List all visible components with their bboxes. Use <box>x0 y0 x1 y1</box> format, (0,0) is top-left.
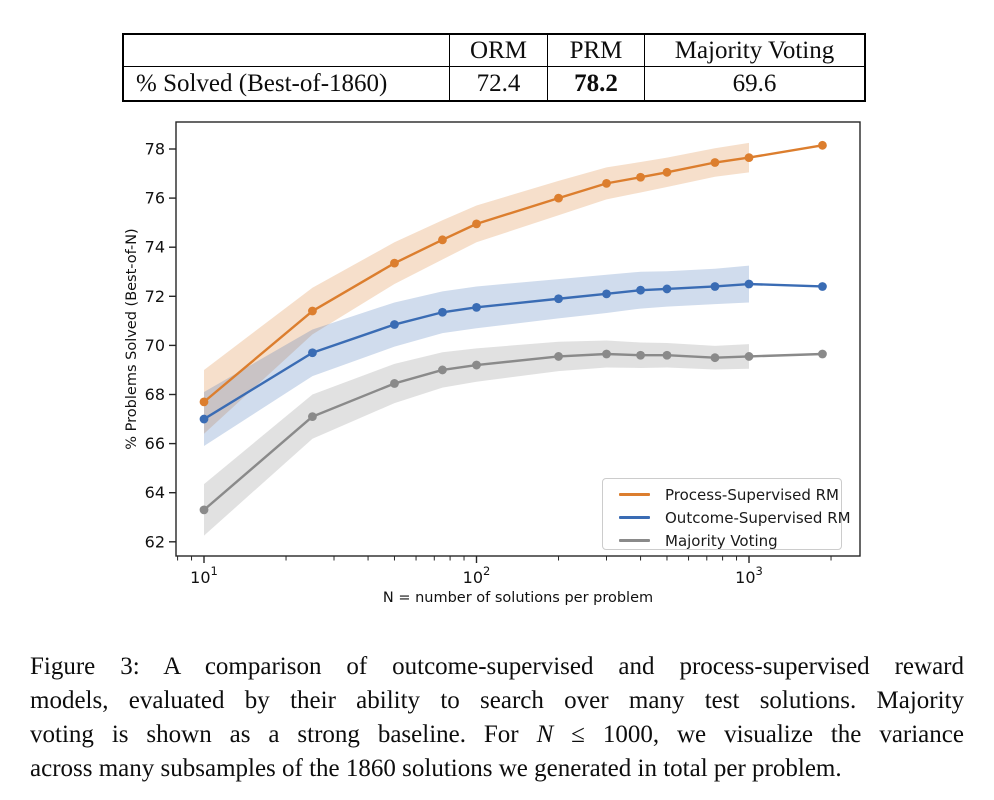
process-supervised-rm-marker <box>472 219 481 229</box>
outcome-supervised-rm-marker <box>818 282 827 291</box>
majority-voting-marker <box>744 352 754 361</box>
majority-voting-marker <box>472 360 481 370</box>
process-supervised-rm-marker <box>308 306 317 316</box>
majority-voting-marker <box>662 350 672 360</box>
outcome-supervised-rm-marker <box>390 320 399 329</box>
legend-swatch-gray <box>619 539 650 542</box>
majority-voting-marker <box>710 353 720 363</box>
caption-line: voting is shown as a strong baseline. Fo… <box>30 718 964 752</box>
x-axis: 101 102 103 <box>177 556 832 587</box>
majority-voting-marker <box>554 352 563 361</box>
process-supervised-rm-marker <box>390 258 399 268</box>
x-tick-label: 103 <box>735 564 763 587</box>
outcome-supervised-rm-marker <box>199 414 209 424</box>
majority-voting-marker <box>308 412 317 421</box>
process-supervised-rm-band <box>204 142 749 434</box>
outcome-supervised-rm-line <box>202 282 824 421</box>
caption-line: across many subsamples of the 1860 solut… <box>30 752 964 786</box>
outcome-supervised-rm-marker <box>308 348 317 358</box>
process-supervised-rm-marker <box>710 158 720 167</box>
outcome-supervised-rm-band <box>204 265 749 447</box>
majority-voting-marker <box>636 350 645 360</box>
process-supervised-rm-marker <box>199 397 209 407</box>
caption-text: ≤ 1000, we visualize the variance <box>553 721 964 748</box>
caption-text: models, evaluated by their ability to se… <box>30 687 964 714</box>
majority-voting-band <box>204 340 749 536</box>
y-tick-label: 64 <box>145 483 165 502</box>
legend-item-majority-voting: Majority Voting <box>619 529 841 552</box>
majority-voting-line <box>202 352 824 512</box>
process-supervised-rm-marker <box>818 140 827 150</box>
legend-swatch-orange <box>619 493 650 496</box>
legend-label: Majority Voting <box>665 531 778 550</box>
legend-label: Outcome-Supervised RM <box>665 508 851 527</box>
majority-voting-marker <box>818 349 827 359</box>
majority-voting-marker <box>602 349 611 359</box>
table-header-majority-voting: Majority Voting <box>644 33 866 67</box>
process-supervised-rm-marker <box>662 167 672 177</box>
legend-swatch-blue <box>619 516 650 519</box>
y-axis: 62 64 66 68 70 72 74 76 78 <box>145 140 176 551</box>
majority-voting-series <box>199 349 827 515</box>
outcome-supervised-rm-series <box>199 279 827 424</box>
table-row: % Solved (Best-of-1860) 72.4 78.2 69.6 <box>122 66 866 102</box>
table-header-row: ORM PRM Majority Voting <box>122 33 866 67</box>
y-axis-label: % Problems Solved (Best-of-N) <box>124 228 140 449</box>
y-tick-label: 78 <box>145 140 165 159</box>
x-axis-label: N = number of solutions per problem <box>383 590 653 606</box>
majority-voting-marker <box>199 505 209 515</box>
figure-caption: Figure 3: A comparison of outcome-superv… <box>30 650 964 786</box>
y-tick-label: 62 <box>145 532 165 551</box>
outcome-supervised-rm-marker <box>554 294 563 304</box>
process-supervised-rm-marker <box>602 178 611 188</box>
outcome-supervised-rm-marker <box>662 284 672 294</box>
table-value-prm: 78.2 <box>547 66 645 102</box>
x-tick-label: 102 <box>463 564 491 587</box>
process-supervised-rm-marker <box>744 153 754 162</box>
process-supervised-rm-marker <box>636 172 645 182</box>
y-tick-label: 76 <box>145 189 165 208</box>
outcome-supervised-rm-marker <box>602 289 611 299</box>
plot-border <box>175 121 861 557</box>
x-tick-label: 101 <box>190 564 218 587</box>
caption-text: voting is shown as a strong baseline. Fo… <box>30 721 537 748</box>
caption-math-var: N <box>536 721 554 748</box>
table-value-orm: 72.4 <box>449 66 548 102</box>
caption-line: models, evaluated by their ability to se… <box>30 684 964 718</box>
legend-item-process-supervised-rm: Process-Supervised RM <box>619 483 841 506</box>
y-tick-label: 66 <box>145 434 165 453</box>
caption-text: Figure 3: A comparison of outcome-superv… <box>30 653 964 680</box>
legend-item-outcome-supervised-rm: Outcome-Supervised RM <box>619 506 851 529</box>
legend-label: Process-Supervised RM <box>665 485 840 504</box>
y-tick-label: 70 <box>145 336 165 355</box>
process-supervised-rm-marker <box>438 235 447 245</box>
outcome-supervised-rm-marker <box>636 285 645 295</box>
caption-line: Figure 3: A comparison of outcome-superv… <box>30 650 964 684</box>
y-tick-label: 74 <box>145 238 165 257</box>
outcome-supervised-rm-marker <box>710 282 720 291</box>
confidence-bands <box>204 142 749 536</box>
outcome-supervised-rm-marker <box>438 307 447 317</box>
y-tick-label: 72 <box>145 287 165 306</box>
process-supervised-rm-series <box>199 140 827 407</box>
results-table: ORM PRM Majority Voting % Solved (Best-o… <box>122 33 866 102</box>
caption-text: across many subsamples of the 1860 solut… <box>30 755 842 782</box>
y-tick-label: 68 <box>145 385 165 404</box>
process-supervised-rm-marker <box>554 193 563 203</box>
table-header-orm: ORM <box>449 33 548 67</box>
majority-voting-marker <box>438 365 447 375</box>
outcome-supervised-rm-marker <box>744 279 754 289</box>
table-row-label: % Solved (Best-of-1860) <box>122 66 450 102</box>
table-value-majority-voting: 69.6 <box>644 66 866 102</box>
process-supervised-rm-line <box>202 144 824 404</box>
outcome-supervised-rm-marker <box>472 302 481 312</box>
majority-voting-marker <box>390 379 399 388</box>
legend: Process-Supervised RM Outcome-Supervised… <box>602 478 851 552</box>
